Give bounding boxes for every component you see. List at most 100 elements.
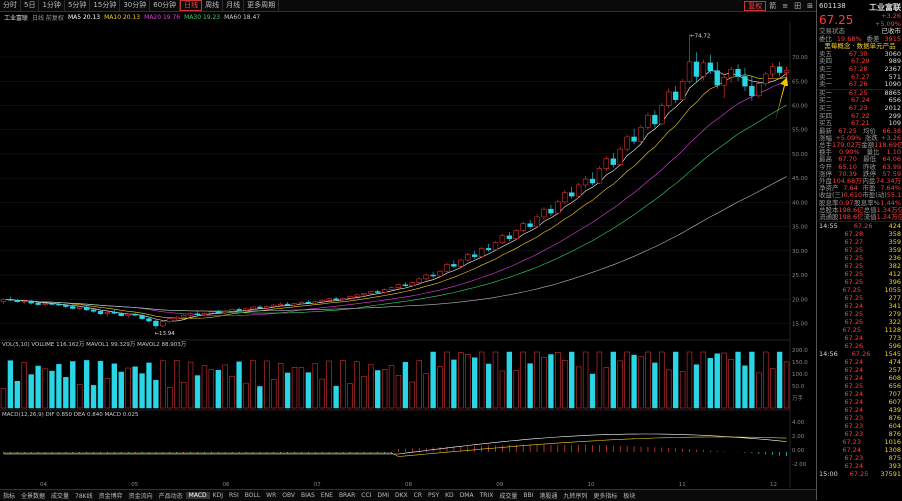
indicator-tab[interactable]: 板块 (623, 493, 636, 500)
period-tab[interactable]: 周线 (202, 0, 224, 11)
indicator-tab[interactable]: 资金流向 (128, 493, 153, 500)
indicator-tab[interactable]: RSI (229, 492, 239, 499)
bid-row-cell: 109 (888, 119, 901, 128)
candle (0, 299, 7, 302)
toolbar-button[interactable]: 箭 (769, 1, 777, 10)
indicator-tab[interactable]: 港股通 (539, 493, 558, 500)
trade-row: 67.25 279 (817, 310, 902, 318)
indicator-tab[interactable]: KDJ (212, 492, 223, 499)
concept-banner[interactable]: 黑莓概念 · 数据单元产品 (824, 42, 896, 51)
candle (77, 306, 83, 309)
indicator-tab[interactable]: DMA (459, 492, 474, 499)
candle (361, 293, 367, 296)
bid-row-cell: 买一 (819, 88, 832, 97)
period-tab[interactable]: 30分钟 (120, 0, 151, 11)
stat-row-cell: 金额 (861, 141, 875, 150)
volume-bar (451, 359, 457, 409)
period-tab[interactable]: 5日 (21, 0, 40, 11)
indicator-tab[interactable]: 九转序列 (563, 493, 588, 500)
ma5-line (3, 70, 787, 322)
volume-bar (506, 351, 513, 409)
period-tab[interactable]: 1分钟 (39, 0, 65, 11)
bid-row-cell: 67.22 (850, 111, 870, 120)
trade-row-cell: 393 (888, 462, 901, 471)
indicator-tab[interactable]: 成交量 (499, 493, 518, 500)
period-tab[interactable]: 5分钟 (65, 0, 91, 11)
period-tab[interactable]: 日线 (180, 0, 203, 11)
bid-row-cell: 买四 (819, 111, 832, 120)
period-tab[interactable]: 更多周期 (244, 0, 280, 11)
trade-row-cell: 439 (888, 406, 901, 415)
trade-row-cell: 707 (888, 390, 901, 399)
indicator-tab[interactable]: BBI (523, 492, 534, 499)
stat-row-cell: 最高 (819, 155, 832, 164)
indicator-tab[interactable]: WR (266, 492, 277, 499)
toolbar-button[interactable]: ≡ (782, 1, 789, 10)
volume-header: VOL(5,10) VOLUME 116.162万 MAVOL1 99.329万… (2, 341, 187, 348)
indicator-tab[interactable]: 指标 (3, 493, 16, 500)
indicator-tab[interactable]: ENE (320, 492, 333, 499)
indicator-tab[interactable]: BRAR (338, 492, 356, 499)
indicator-tab[interactable]: 更多指标 (593, 493, 618, 500)
indicator-tab[interactable]: OBV (282, 492, 296, 499)
trade-row-cell: 277 (888, 294, 901, 303)
indicator-tab[interactable]: DMI (377, 492, 389, 499)
trade-row-cell: 875 (888, 454, 901, 463)
indicator-tab[interactable]: 78K线 (75, 493, 93, 500)
candle (326, 298, 332, 301)
indicator-tab[interactable]: CR (413, 492, 423, 499)
candle (728, 68, 734, 78)
candle (194, 313, 201, 315)
stat-row: 换手 0.90% 量比 1.10 (817, 149, 902, 156)
indicator-tab[interactable]: 产品动态 (158, 493, 183, 500)
candle (402, 284, 409, 286)
trade-row: 67.28 358 (817, 230, 902, 238)
trade-row-cell: 67.24 (844, 398, 864, 407)
stat-row-cell: 总股本 (819, 205, 839, 214)
indicator-tab[interactable]: CCI (361, 492, 372, 499)
candle (35, 302, 41, 305)
volume-bar (659, 351, 665, 409)
stat-row-cell: 今开 (819, 162, 832, 171)
volume-bar (7, 360, 14, 409)
indicator-tab[interactable]: 资金博弈 (98, 493, 123, 500)
indicator-tab[interactable]: DKX (395, 492, 408, 499)
candle (430, 274, 436, 277)
volume-bar (610, 351, 616, 409)
period-tab[interactable]: 15分钟 (90, 0, 121, 11)
period-tab[interactable]: 分时 (0, 0, 21, 11)
toolbar-button[interactable]: ⊞ (807, 1, 813, 10)
trade-row-cell: 424 (888, 222, 901, 231)
trade-row-cell: 67.23 (844, 422, 864, 431)
trade-row-cell: 474 (888, 358, 901, 367)
stat-row-cell: 内盘 (862, 177, 876, 186)
toolbar-button[interactable]: 复权 (744, 0, 767, 11)
kline-chart[interactable]: 70.00 65.00 60.00 55.00 50.00 45.00 40.00 35.00… (0, 22, 816, 488)
bid-row-cell: 299 (888, 111, 901, 120)
volume-bar (132, 366, 138, 409)
trade-row-cell: 67.25 (844, 294, 864, 303)
indicator-tab[interactable]: BIAS (301, 492, 315, 499)
price-axis-label: 70.00 (792, 55, 808, 61)
trade-row-cell: 412 (888, 270, 901, 279)
toolbar-button[interactable]: 田 (794, 1, 802, 10)
indicator-tab[interactable]: PSY (428, 492, 440, 499)
volume-bar (395, 374, 402, 409)
period-tab[interactable]: 月线 (223, 0, 245, 11)
volume-axis-label: 150.0 (792, 360, 808, 366)
indicator-tab[interactable]: TRIX (479, 492, 494, 499)
candle (132, 314, 138, 316)
candle (742, 76, 748, 87)
indicator-tab[interactable]: KD (445, 492, 454, 499)
stat-row: 涨幅 +5.09% 涨跌 +3.26 (817, 134, 902, 142)
volume-bar (478, 351, 485, 409)
indicator-tab[interactable]: 成交量 (51, 493, 70, 500)
indicator-tab[interactable]: MACD (185, 492, 210, 499)
candle (506, 235, 513, 239)
stat-row-cell: 跌停 (863, 169, 877, 178)
indicator-tab[interactable]: BOLL (244, 492, 261, 499)
volume-bar (264, 360, 270, 409)
period-tab[interactable]: 60分钟 (150, 0, 181, 11)
indicator-tab[interactable]: 全景数据 (21, 493, 46, 500)
ask-row-cell: 1090 (884, 80, 901, 89)
